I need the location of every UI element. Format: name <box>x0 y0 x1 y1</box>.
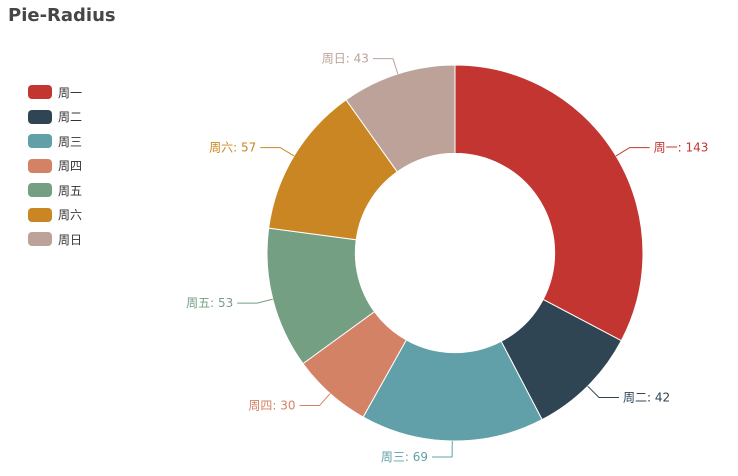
chart-title: Pie-Radius <box>8 5 116 26</box>
pie-slice[interactable] <box>454 64 644 342</box>
slice-label: 周六: 57 <box>209 141 256 155</box>
legend-swatch <box>28 158 52 173</box>
legend-label: 周三 <box>58 134 83 149</box>
legend-item[interactable]: 周六 <box>28 203 82 228</box>
legend-swatch <box>28 232 52 247</box>
legend-swatch <box>28 109 52 124</box>
legend-swatch <box>28 183 52 198</box>
pie-slice[interactable] <box>345 64 456 173</box>
legend-swatch <box>28 207 52 222</box>
legend-label: 周六 <box>58 208 83 223</box>
legend-swatch <box>28 85 52 100</box>
legend-item[interactable]: 周日 <box>28 227 82 252</box>
label-leader-line <box>237 298 273 304</box>
legend-label: 周五 <box>58 183 83 198</box>
label-leader-line <box>615 147 650 157</box>
legend-item[interactable]: 周三 <box>28 129 82 154</box>
label-leader-line <box>299 393 331 407</box>
legend-item[interactable]: 周二 <box>28 105 82 130</box>
legend: 周一周二周三周四周五周六周日 <box>28 80 82 252</box>
slice-label: 周四: 30 <box>248 399 295 413</box>
legend-item[interactable]: 周五 <box>28 178 82 203</box>
legend-swatch <box>28 134 52 149</box>
slice-label: 周五: 53 <box>186 296 233 310</box>
slice-label: 周三: 69 <box>381 450 428 464</box>
slice-label: 周日: 43 <box>322 52 369 66</box>
label-leader-line <box>372 58 399 75</box>
legend-label: 周四 <box>58 159 83 174</box>
legend-label: 周日 <box>58 232 83 247</box>
pie-slice[interactable] <box>362 339 543 442</box>
legend-label: 周二 <box>58 110 83 125</box>
slice-label: 周一: 143 <box>654 141 709 155</box>
slice-label: 周二: 42 <box>623 391 670 405</box>
legend-label: 周一 <box>58 85 83 100</box>
label-leader-line <box>432 440 453 458</box>
legend-item[interactable]: 周四 <box>28 154 82 179</box>
label-leader-line <box>260 147 295 157</box>
legend-item[interactable]: 周一 <box>28 80 82 105</box>
label-leader-line <box>587 385 619 399</box>
